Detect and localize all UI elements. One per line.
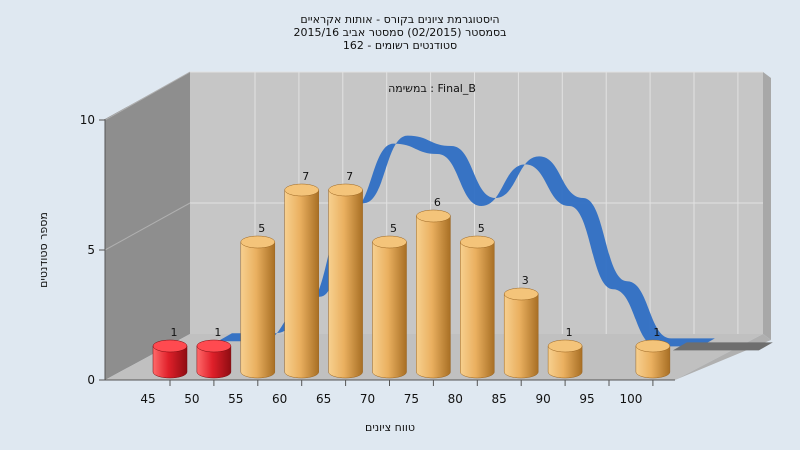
distribution-ribbon [217,135,715,347]
bar [416,209,451,379]
y-tick-label: 10 [80,113,95,127]
x-tick-label: 95 [579,392,594,406]
data-labels: 1 1 5 7 7 5 6 5 3 1 1 [171,170,661,339]
bar-top [547,339,583,353]
x-tick-label: 75 [404,392,419,406]
bar [503,287,539,379]
bar [240,235,276,379]
bar-top [328,183,363,197]
bar-top [460,235,495,249]
distribution-curve [217,135,773,351]
bar-top [196,339,232,353]
bar [547,339,583,379]
x-tick-label: 65 [316,392,331,406]
bar [196,339,232,379]
chart-title-line-3: סטודנטים רשומים - 162 [343,39,457,52]
y-axis-ticks: 0 5 10 [80,113,105,387]
bar [152,339,188,379]
x-tick-label: 85 [492,392,507,406]
bar-series [152,183,671,379]
bar-top [240,235,276,249]
gridline-left-wall [104,71,191,121]
x-tick-label: 70 [360,392,375,406]
bar [328,183,363,379]
x-tick-label: 50 [184,392,199,406]
data-label: 1 [653,326,660,339]
y-tick-label: 5 [87,243,95,257]
data-label: 5 [258,222,265,235]
bar-top [372,235,407,249]
data-label: 7 [302,170,309,183]
x-tick-label: 90 [535,392,550,406]
bar [635,339,671,379]
data-label: 6 [434,196,441,209]
y-tick-label: 0 [87,373,95,387]
y-axis-title: מספר סטודנטים [37,212,50,288]
distribution-tail [672,342,773,351]
bar-body [240,241,276,379]
bar [372,235,407,379]
bar [284,183,319,379]
gridline-left-wall [104,202,191,251]
bar-body [328,189,363,379]
bar-body [196,345,232,379]
x-tick-label: 45 [140,392,155,406]
chart-title-line-1: היסטוגרמת ציונים בקורס - אותות אקראיים [300,13,499,26]
bar-body [460,241,495,379]
data-label: 3 [522,274,529,287]
data-label: 1 [171,326,178,339]
bar-top [635,339,671,353]
data-label: 5 [478,222,485,235]
chart-title-line-2: בסמסטר (02/2015) סמסטר אביב 2015/16 [293,26,506,39]
bar-top [284,183,319,197]
bar-body [503,293,539,379]
x-axis-title: טווח ציונים [365,421,415,434]
chart-inner-title: במשימה : Final_B [388,82,476,95]
bar-body [416,215,451,379]
bar [460,235,495,379]
right-wall-edge [763,72,771,340]
data-label: 1 [214,326,221,339]
bar-top [416,209,451,223]
bar-body [284,189,319,379]
data-label: 1 [566,326,573,339]
bar-top [503,287,539,301]
bar-body [152,345,188,379]
bar-body [372,241,407,379]
bar-body [635,345,671,379]
x-axis-ticks: 45 50 55 60 65 70 75 80 85 90 95 100 [140,380,654,406]
x-tick-label: 55 [228,392,243,406]
bar-top [152,339,188,353]
data-label: 7 [346,170,353,183]
x-tick-label: 80 [448,392,463,406]
bar-body [547,345,583,379]
data-label: 5 [390,222,397,235]
x-tick-label: 100 [619,392,642,406]
x-tick-label: 60 [272,392,287,406]
